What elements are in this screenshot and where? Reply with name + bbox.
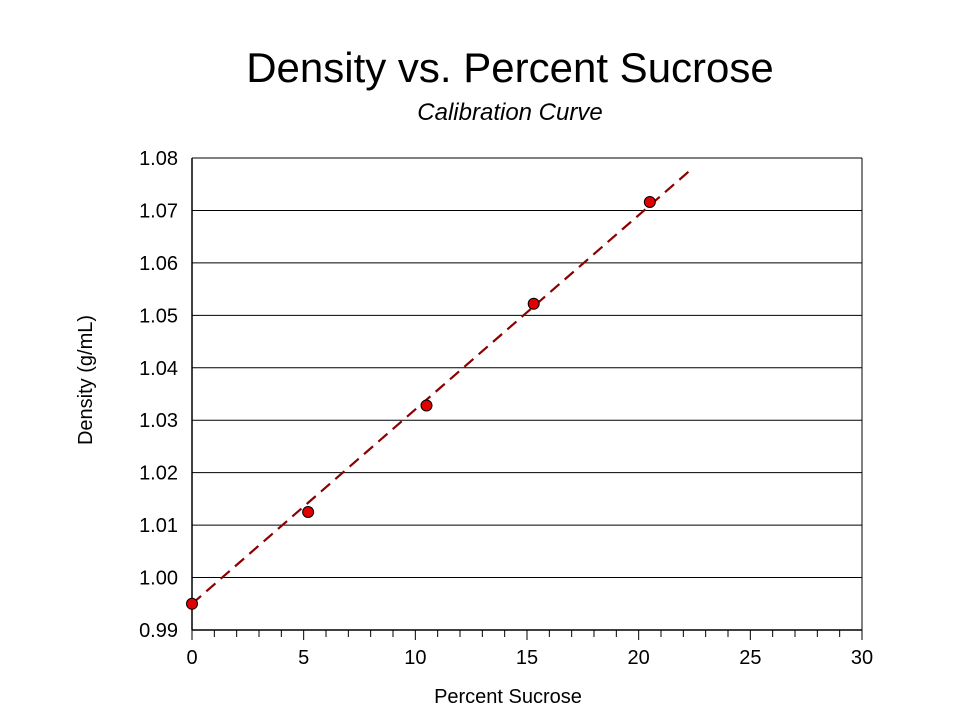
x-tick-label: 25 (739, 647, 761, 669)
y-tick-label: 1.00 (139, 568, 178, 590)
x-tick-label: 30 (851, 647, 873, 669)
data-point (302, 506, 315, 518)
chart-title: Density vs. Percent Sucrose (246, 44, 774, 91)
trendline-layer (191, 167, 693, 605)
tick-labels: 0.99 1.00 1.01 1.02 1.03 1.04 1.05 1.06 1.07 1.08… (139, 148, 873, 669)
data-point (527, 297, 540, 310)
chart-subtitle: Calibration Curve (417, 99, 603, 126)
trendline (191, 167, 693, 605)
data-point (186, 597, 198, 610)
x-tick-label: 20 (628, 647, 650, 669)
x-tick-label: 10 (404, 647, 426, 669)
y-tick-label: 1.01 (139, 515, 178, 537)
y-tick-label: 1.02 (139, 463, 178, 485)
x-axis-label: Percent Sucrose (434, 686, 582, 708)
axes (191, 158, 863, 640)
data-point (643, 196, 656, 209)
gridlines (192, 157, 862, 579)
x-tick-label: 15 (516, 647, 538, 669)
y-tick-label: 1.08 (139, 148, 178, 170)
y-tick-label: 1.05 (139, 305, 178, 327)
y-tick-label: 1.04 (139, 358, 178, 380)
y-tick-label: 1.03 (139, 410, 178, 432)
data-points (186, 196, 656, 610)
y-tick-label: 1.07 (139, 200, 178, 222)
y-tick-label: 1.06 (139, 253, 178, 275)
x-tick-label: 0 (186, 647, 197, 669)
x-tick-label: 5 (298, 647, 309, 669)
y-tick-label: 0.99 (139, 620, 178, 642)
data-point (420, 399, 433, 412)
